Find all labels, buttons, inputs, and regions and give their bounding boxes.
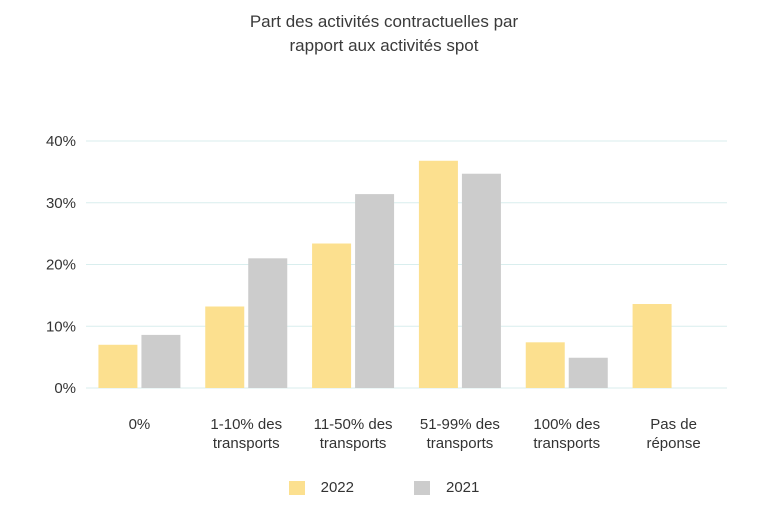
x-tick-label-line: 11-50% des	[314, 416, 393, 433]
bar-2022	[632, 304, 672, 388]
y-tick-label: 0%	[54, 380, 76, 397]
x-tick-label-line: 1-10% des	[210, 416, 282, 433]
chart-title-line-1: Part des activités contractuelles par	[249, 12, 519, 31]
x-tick-label-line: transports	[427, 435, 494, 452]
legend-swatch-2021	[414, 480, 430, 495]
x-tick-label-line: réponse	[646, 435, 700, 452]
x-tick-label: 51-99% des transports	[420, 416, 500, 452]
chart-title-line-2: rapport aux activités spot	[289, 36, 479, 55]
bar-2022	[98, 344, 138, 388]
legend-label-2022: 2022	[320, 479, 354, 496]
y-tick-label: 10%	[46, 318, 76, 335]
x-tick-label-line: transports	[320, 435, 387, 452]
x-tick-label-line: Pas de	[650, 416, 697, 433]
x-tick-label-line: 51-99% des	[420, 416, 500, 433]
x-tick-label-line: transports	[213, 435, 280, 452]
y-tick-label: 20%	[46, 257, 76, 274]
x-tick-label-line: transports	[533, 435, 600, 452]
x-tick-label: 0%	[129, 416, 151, 433]
x-tick-label: 1-10% des transports	[210, 416, 282, 452]
x-tick-label-line: 100% des	[533, 416, 600, 433]
legend: 2022 2021	[0, 479, 768, 496]
bar-2021	[248, 258, 288, 388]
y-tick-label: 40%	[46, 133, 76, 150]
bar-2021	[568, 357, 608, 388]
x-tick-label: Pas de réponse	[646, 416, 700, 452]
legend-item-2021: 2021	[414, 479, 479, 496]
bar-2022	[418, 160, 458, 388]
legend-item-2022: 2022	[288, 479, 354, 496]
bar-2022	[312, 243, 352, 388]
bar-2022	[205, 306, 245, 388]
bar-chart: 0%10%20%30%40%0% 1-10% des transports11-50…	[46, 133, 727, 452]
legend-label-2021: 2021	[446, 479, 480, 496]
bar-2021	[461, 173, 501, 388]
x-tick-label: 100% des transports	[533, 416, 600, 452]
x-tick-label: 11-50% des transports	[314, 416, 393, 452]
bar-2021	[141, 334, 181, 388]
bar-2021	[355, 194, 395, 388]
y-tick-label: 30%	[46, 195, 76, 212]
x-tick-label-line: 0%	[129, 416, 151, 433]
legend-swatch-2022	[288, 480, 305, 495]
bar-2022	[525, 342, 565, 388]
chart-title: Part des activités contractuelles par ra…	[0, 10, 768, 58]
